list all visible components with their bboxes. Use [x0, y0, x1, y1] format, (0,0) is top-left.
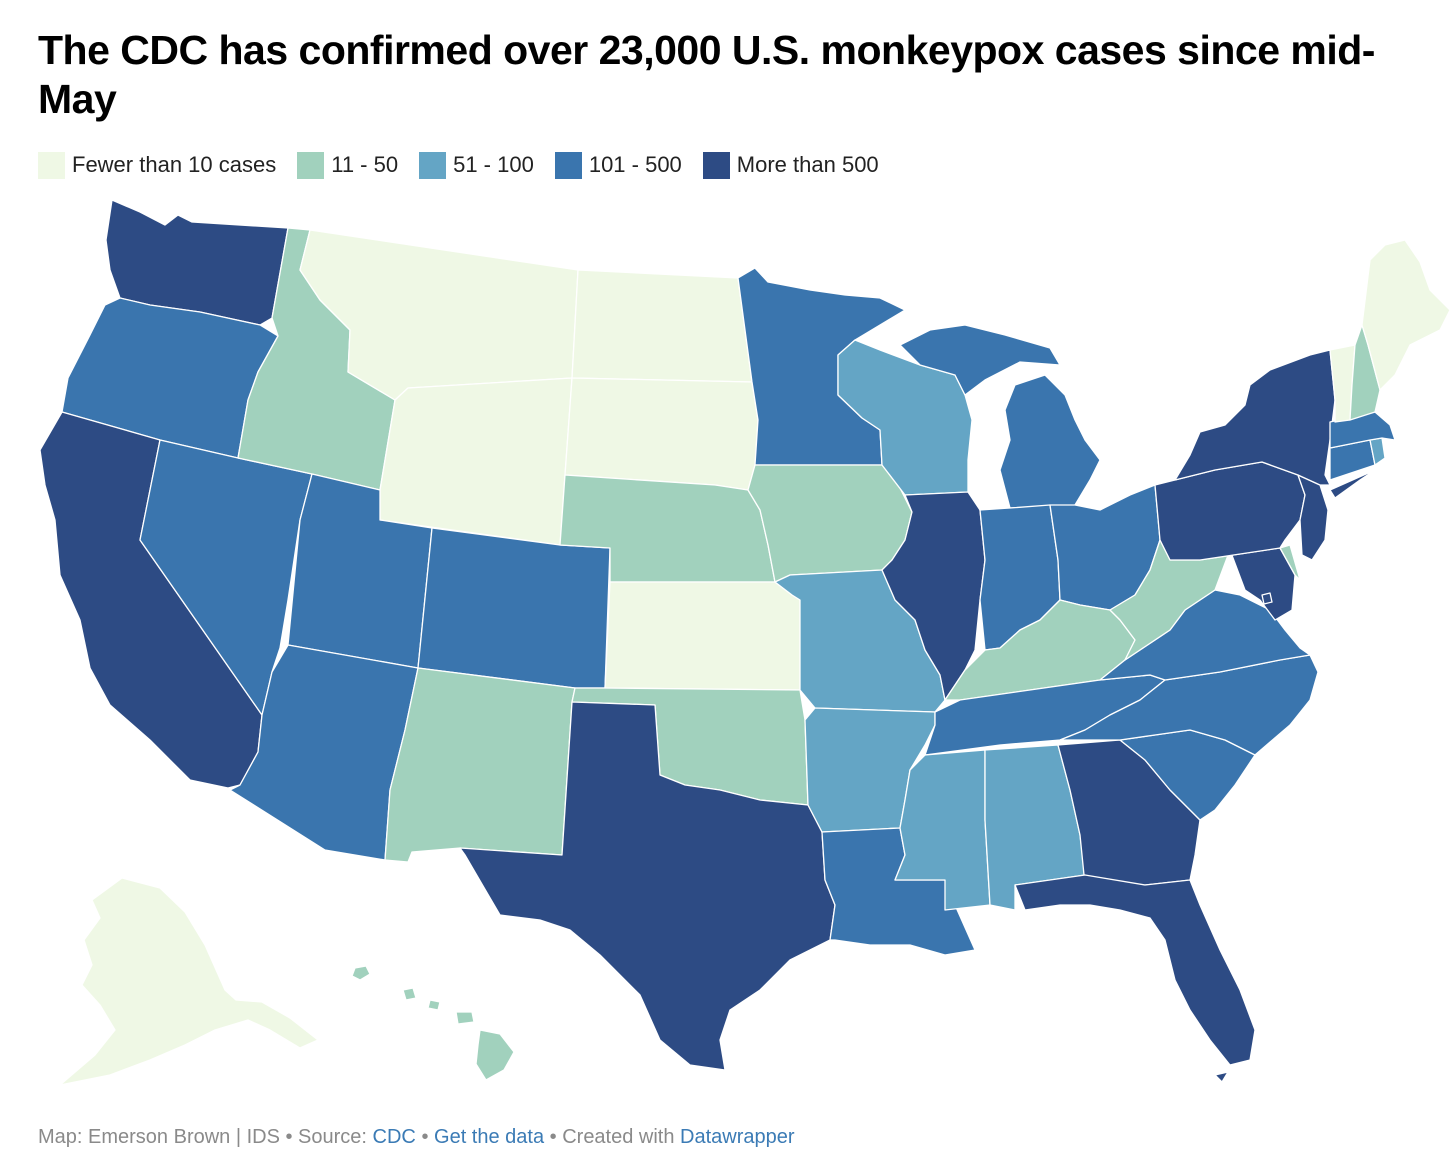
- us-choropleth-map: [39, 199, 1450, 1086]
- legend-label: Fewer than 10 cases: [72, 152, 277, 177]
- legend-swatch: [297, 151, 325, 179]
- state-fl[interactable]: [1014, 874, 1256, 1083]
- legend-item: 101 - 500: [554, 151, 682, 179]
- legend-item: More than 500: [702, 151, 879, 179]
- legend-swatch: [38, 151, 65, 179]
- legend-label: 101 - 500: [588, 152, 682, 177]
- legend-label: 51 - 100: [453, 152, 534, 177]
- get-data-link[interactable]: Get the data: [434, 1126, 545, 1148]
- source-link[interactable]: CDC: [372, 1126, 416, 1148]
- legend: Fewer than 10 cases 11 - 50 51 - 100 101…: [38, 150, 900, 180]
- state-nj[interactable]: [1297, 474, 1329, 561]
- state-nd[interactable]: [571, 269, 753, 383]
- state-dc[interactable]: [1261, 592, 1273, 605]
- state-nc[interactable]: [1059, 654, 1319, 756]
- legend-swatch: [554, 151, 582, 179]
- state-sd[interactable]: [564, 377, 759, 491]
- state-ks[interactable]: [604, 581, 801, 691]
- footer-text: • Created with: [544, 1126, 681, 1148]
- legend-swatch: [419, 151, 447, 179]
- legend-item: Fewer than 10 cases: [38, 151, 277, 179]
- state-me[interactable]: [1361, 239, 1450, 391]
- state-wv[interactable]: [1109, 539, 1231, 661]
- state-tx[interactable]: [459, 701, 836, 1071]
- footer-text: Map: Emerson Brown | IDS • Source:: [38, 1126, 373, 1148]
- datawrapper-link[interactable]: Datawrapper: [680, 1126, 795, 1148]
- state-co[interactable]: [417, 527, 611, 689]
- state-wy[interactable]: [379, 377, 573, 546]
- footer-separator: •: [415, 1126, 435, 1148]
- legend-label: 11 - 50: [331, 152, 399, 177]
- legend-item: 51 - 100: [419, 151, 534, 179]
- footer-credits: Map: Emerson Brown | IDS • Source: CDC •…: [38, 1126, 795, 1149]
- chart-title: The CDC has confirmed over 23,000 U.S. m…: [38, 27, 1375, 122]
- legend-label: More than 500: [736, 152, 879, 177]
- state-mi[interactable]: [899, 324, 1101, 509]
- state-hi[interactable]: [351, 965, 515, 1081]
- legend-item: 11 - 50: [297, 151, 399, 179]
- state-wa[interactable]: [105, 199, 289, 326]
- state-ak[interactable]: [59, 877, 319, 1086]
- state-nm[interactable]: [384, 667, 576, 863]
- state-de[interactable]: [1279, 544, 1301, 581]
- legend-swatch: [702, 151, 730, 179]
